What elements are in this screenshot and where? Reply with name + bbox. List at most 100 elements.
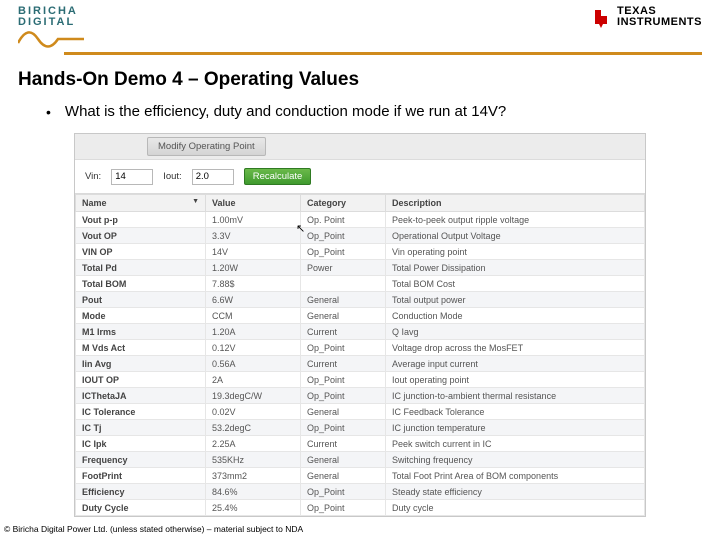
page-title: Hands-On Demo 4 – Operating Values bbox=[0, 55, 720, 99]
table-row[interactable]: M Vds Act0.12VOp_PointVoltage drop acros… bbox=[76, 340, 645, 356]
cell-category: Power bbox=[301, 260, 386, 276]
biricha-logo: BIRICHA DIGITAL bbox=[18, 6, 84, 50]
cell-name: IC Ipk bbox=[76, 436, 206, 452]
wave-icon bbox=[18, 28, 84, 50]
cell-category: General bbox=[301, 452, 386, 468]
cell-value: 14V bbox=[206, 244, 301, 260]
iout-input[interactable] bbox=[192, 169, 234, 185]
bullet-text: What is the efficiency, duty and conduct… bbox=[65, 103, 506, 120]
sort-arrow-icon: ▼ bbox=[192, 198, 199, 205]
cell-description: Total output power bbox=[386, 292, 645, 308]
cell-category: General bbox=[301, 404, 386, 420]
cell-category: Op_Point bbox=[301, 372, 386, 388]
table-row[interactable]: IC Ipk2.25ACurrentPeek switch current in… bbox=[76, 436, 645, 452]
cell-description: Conduction Mode bbox=[386, 308, 645, 324]
cell-name: Total BOM bbox=[76, 276, 206, 292]
vin-input[interactable] bbox=[111, 169, 153, 185]
cell-value: 7.88$ bbox=[206, 276, 301, 292]
table-row[interactable]: Duty Cycle25.4%Op_PointDuty cycle bbox=[76, 500, 645, 516]
inputs-bar: Vin: Iout: Recalculate bbox=[75, 160, 645, 194]
col-name[interactable]: Name▼ bbox=[76, 195, 206, 212]
cell-value: 0.12V bbox=[206, 340, 301, 356]
table-row[interactable]: Total Pd1.20WPowerTotal Power Dissipatio… bbox=[76, 260, 645, 276]
cell-category: Op_Point bbox=[301, 340, 386, 356]
modify-bar: Modify Operating Point bbox=[75, 134, 645, 160]
cell-value: 84.6% bbox=[206, 484, 301, 500]
cell-name: FootPrint bbox=[76, 468, 206, 484]
cell-value: 1.20W bbox=[206, 260, 301, 276]
cell-description: Switching frequency bbox=[386, 452, 645, 468]
cell-category bbox=[301, 276, 386, 292]
cell-category: General bbox=[301, 468, 386, 484]
cell-name: Pout bbox=[76, 292, 206, 308]
table-row[interactable]: ICThetaJA19.3degC/WOp_PointIC junction-t… bbox=[76, 388, 645, 404]
cell-name: Vout OP bbox=[76, 228, 206, 244]
results-table: Name▼ Value Category Description Vout p-… bbox=[75, 194, 645, 516]
cell-value: 1.20A bbox=[206, 324, 301, 340]
cell-name: IOUT OP bbox=[76, 372, 206, 388]
table-row[interactable]: IC Tj53.2degCOp_PointIC junction tempera… bbox=[76, 420, 645, 436]
table-row[interactable]: Total BOM7.88$ Total BOM Cost bbox=[76, 276, 645, 292]
table-row[interactable]: ModeCCMGeneralConduction Mode bbox=[76, 308, 645, 324]
cell-description: Total BOM Cost bbox=[386, 276, 645, 292]
table-row[interactable]: Vout p-p1.00mVOp. PointPeek-to-peek outp… bbox=[76, 212, 645, 228]
cell-value: 2.25A bbox=[206, 436, 301, 452]
vin-label: Vin: bbox=[85, 171, 101, 182]
cell-description: Average input current bbox=[386, 356, 645, 372]
cell-name: Duty Cycle bbox=[76, 500, 206, 516]
table-row[interactable]: VIN OP14VOp_PointVin operating point bbox=[76, 244, 645, 260]
table-row[interactable]: Pout6.6WGeneralTotal output power bbox=[76, 292, 645, 308]
cell-description: Steady state efficiency bbox=[386, 484, 645, 500]
cell-category: Op_Point bbox=[301, 388, 386, 404]
table-row[interactable]: IOUT OP2AOp_PointIout operating point bbox=[76, 372, 645, 388]
cell-value: 535KHz bbox=[206, 452, 301, 468]
cell-value: 53.2degC bbox=[206, 420, 301, 436]
col-description[interactable]: Description bbox=[386, 195, 645, 212]
col-category[interactable]: Category bbox=[301, 195, 386, 212]
cell-name: Total Pd bbox=[76, 260, 206, 276]
cell-description: IC junction-to-ambient thermal resistanc… bbox=[386, 388, 645, 404]
cell-description: Q Iavg bbox=[386, 324, 645, 340]
table-row[interactable]: IC Tolerance0.02VGeneralIC Feedback Tole… bbox=[76, 404, 645, 420]
cursor-icon: ↖ bbox=[296, 222, 305, 235]
cell-description: Voltage drop across the MosFET bbox=[386, 340, 645, 356]
cell-name: Efficiency bbox=[76, 484, 206, 500]
cell-name: ICThetaJA bbox=[76, 388, 206, 404]
cell-category: Op. Point bbox=[301, 212, 386, 228]
cell-name: Iin Avg bbox=[76, 356, 206, 372]
cell-category: Current bbox=[301, 324, 386, 340]
recalculate-button[interactable]: Recalculate bbox=[244, 168, 312, 185]
cell-category: Current bbox=[301, 436, 386, 452]
cell-description: IC Feedback Tolerance bbox=[386, 404, 645, 420]
table-row[interactable]: Frequency535KHzGeneralSwitching frequenc… bbox=[76, 452, 645, 468]
ti-logo: TEXAS INSTRUMENTS bbox=[591, 6, 702, 28]
cell-value: 3.3V bbox=[206, 228, 301, 244]
col-value[interactable]: Value bbox=[206, 195, 301, 212]
cell-description: IC junction temperature bbox=[386, 420, 645, 436]
cell-name: IC Tolerance bbox=[76, 404, 206, 420]
cell-name: Frequency bbox=[76, 452, 206, 468]
cell-category: Current bbox=[301, 356, 386, 372]
cell-name: VIN OP bbox=[76, 244, 206, 260]
cell-description: Vin operating point bbox=[386, 244, 645, 260]
table-row[interactable]: Efficiency84.6%Op_PointSteady state effi… bbox=[76, 484, 645, 500]
cell-value: 2A bbox=[206, 372, 301, 388]
cell-value: CCM bbox=[206, 308, 301, 324]
cell-value: 0.02V bbox=[206, 404, 301, 420]
modify-operating-point-button[interactable]: Modify Operating Point bbox=[147, 137, 266, 156]
ti-line2: INSTRUMENTS bbox=[617, 17, 702, 28]
cell-category: General bbox=[301, 308, 386, 324]
cell-value: 19.3degC/W bbox=[206, 388, 301, 404]
cell-category: Op_Point bbox=[301, 420, 386, 436]
cell-description: Duty cycle bbox=[386, 500, 645, 516]
cell-category: General bbox=[301, 292, 386, 308]
table-row[interactable]: Vout OP3.3VOp_PointOperational Output Vo… bbox=[76, 228, 645, 244]
table-row[interactable]: FootPrint373mm2GeneralTotal Foot Print A… bbox=[76, 468, 645, 484]
cell-description: Total Power Dissipation bbox=[386, 260, 645, 276]
table-row[interactable]: M1 Irms1.20ACurrentQ Iavg bbox=[76, 324, 645, 340]
cell-category: Op_Point bbox=[301, 500, 386, 516]
cell-name: M Vds Act bbox=[76, 340, 206, 356]
cell-category: Op_Point bbox=[301, 244, 386, 260]
cell-value: 1.00mV bbox=[206, 212, 301, 228]
table-row[interactable]: Iin Avg0.56ACurrentAverage input current bbox=[76, 356, 645, 372]
